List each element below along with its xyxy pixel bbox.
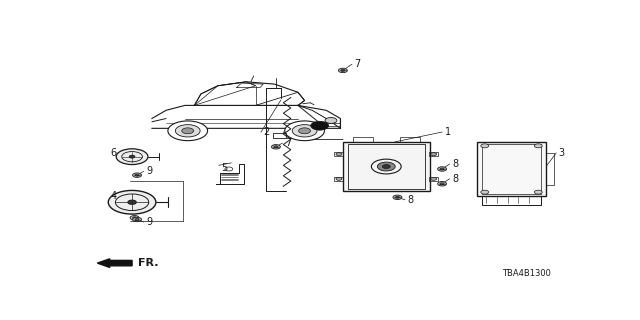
Circle shape — [274, 146, 278, 148]
Text: 9: 9 — [146, 217, 152, 227]
Circle shape — [431, 177, 436, 180]
Circle shape — [438, 181, 447, 186]
Circle shape — [440, 168, 444, 170]
Circle shape — [132, 217, 141, 222]
Circle shape — [271, 145, 280, 149]
Circle shape — [534, 144, 542, 148]
Circle shape — [382, 164, 390, 169]
Text: 2: 2 — [264, 127, 270, 137]
Circle shape — [336, 177, 342, 180]
Circle shape — [325, 117, 337, 124]
Circle shape — [132, 217, 136, 219]
Circle shape — [341, 69, 345, 71]
Bar — [273, 133, 286, 138]
Text: 1: 1 — [445, 127, 451, 137]
Circle shape — [396, 196, 399, 198]
Text: TBA4B1300: TBA4B1300 — [502, 269, 551, 278]
Circle shape — [378, 162, 396, 171]
Bar — [343, 142, 429, 191]
Text: FR.: FR. — [138, 258, 159, 268]
Text: 8: 8 — [452, 159, 458, 169]
Circle shape — [534, 190, 542, 194]
Circle shape — [438, 167, 447, 171]
Bar — [334, 153, 343, 156]
Bar — [353, 138, 372, 142]
Bar — [482, 144, 541, 194]
Circle shape — [135, 219, 139, 220]
Circle shape — [440, 183, 444, 185]
Circle shape — [128, 200, 136, 204]
Circle shape — [182, 128, 194, 134]
Circle shape — [311, 121, 328, 130]
Circle shape — [130, 216, 139, 220]
Text: 9: 9 — [146, 166, 152, 176]
Circle shape — [292, 124, 317, 137]
Circle shape — [339, 68, 348, 73]
Circle shape — [135, 174, 139, 176]
Bar — [547, 153, 554, 185]
Text: 3: 3 — [559, 148, 564, 158]
Circle shape — [299, 128, 310, 134]
Bar — [348, 144, 425, 189]
Bar — [334, 177, 343, 180]
Text: 4: 4 — [111, 191, 117, 201]
Circle shape — [116, 149, 148, 164]
Bar — [429, 153, 438, 156]
Circle shape — [132, 173, 141, 177]
Circle shape — [481, 144, 489, 148]
Text: 6: 6 — [111, 148, 117, 158]
Text: 7: 7 — [285, 138, 291, 148]
Circle shape — [431, 153, 436, 156]
Bar — [429, 177, 438, 180]
Circle shape — [108, 190, 156, 214]
Text: 8: 8 — [452, 174, 458, 184]
Circle shape — [285, 121, 324, 141]
FancyArrow shape — [97, 259, 132, 268]
Bar — [400, 138, 420, 142]
Bar — [482, 196, 541, 205]
Circle shape — [175, 124, 200, 137]
Text: 7: 7 — [355, 59, 360, 69]
Bar — [477, 142, 547, 196]
Circle shape — [129, 155, 135, 158]
Circle shape — [336, 153, 342, 156]
Circle shape — [481, 190, 489, 194]
Circle shape — [168, 121, 207, 141]
Circle shape — [393, 195, 402, 200]
Text: 5: 5 — [221, 163, 228, 173]
Text: 8: 8 — [408, 195, 413, 205]
